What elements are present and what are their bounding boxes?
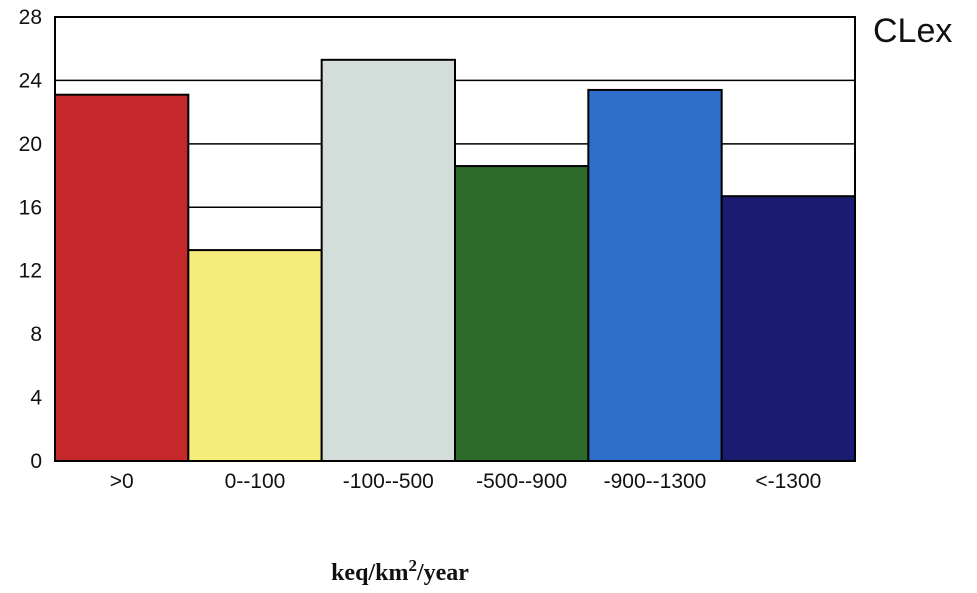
bar <box>320 58 456 462</box>
y-tick-label: 24 <box>19 69 43 92</box>
x-category-label: 0--100 <box>225 470 286 493</box>
x-category-label: -500--900 <box>476 470 567 493</box>
bars <box>54 58 857 463</box>
x-category-label: -100--500 <box>343 470 434 493</box>
x-category-label: -900--1300 <box>604 470 707 493</box>
x-axis-title-prefix: keq/km <box>331 560 409 586</box>
x-category-labels: >0 0--100 -100--500 -500--900 -900--1300 <-13… <box>110 470 822 493</box>
x-axis-title-superscript: 2 <box>408 556 417 575</box>
bar <box>587 88 723 462</box>
y-tick-label: 16 <box>19 196 42 219</box>
y-tick-label: 4 <box>30 387 42 410</box>
bar <box>454 165 590 463</box>
series-label: CLex <box>873 12 952 50</box>
y-tick-label: 20 <box>19 133 42 156</box>
y-tick-label: 0 <box>30 450 42 473</box>
x-axis-title-suffix: /year <box>416 560 469 586</box>
x-category-label: <-1300 <box>755 470 821 493</box>
y-tick-label: 28 <box>19 6 42 29</box>
bar <box>720 195 857 463</box>
bar <box>187 249 323 462</box>
y-tick-label: 12 <box>19 260 42 283</box>
x-axis-title: keq/km2/year <box>0 557 800 587</box>
x-category-label: >0 <box>110 470 134 493</box>
y-tick-labels: 0 4 8 12 16 20 24 28 <box>19 6 43 473</box>
bar <box>54 93 190 462</box>
y-tick-label: 8 <box>30 323 42 346</box>
